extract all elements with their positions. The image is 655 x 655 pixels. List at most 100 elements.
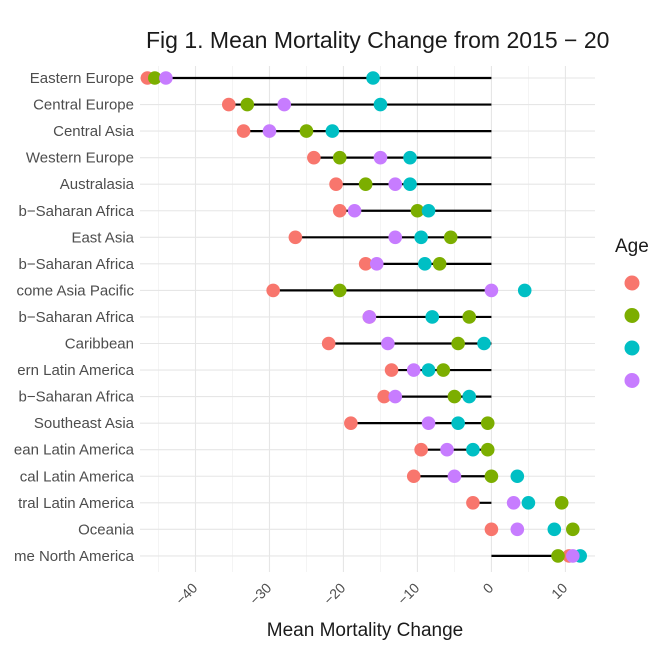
data-point <box>414 442 428 457</box>
y-tick-label: Oceania <box>78 521 135 538</box>
data-point <box>147 71 162 85</box>
data-point <box>480 442 495 457</box>
data-point <box>240 97 255 112</box>
y-tick-label: Caribbean <box>65 336 134 353</box>
data-point <box>236 124 251 138</box>
data-point <box>159 71 173 85</box>
x-axis-title: Mean Mortality Change <box>267 620 463 641</box>
data-point <box>410 203 425 218</box>
x-tick-label: 10 <box>548 579 570 601</box>
data-point <box>366 71 380 85</box>
y-axis-labels: Eastern Europe Central Europe Central Asia… <box>14 70 135 565</box>
data-point <box>403 177 417 191</box>
data-point <box>432 257 447 271</box>
y-tick-label: b−Saharan Africa <box>19 203 135 220</box>
y-tick-label: cal Latin America <box>20 468 135 485</box>
data-point <box>288 230 303 245</box>
data-point <box>266 283 280 298</box>
data-point <box>451 336 465 351</box>
legend-key <box>624 340 640 356</box>
data-point <box>421 203 436 218</box>
data-point <box>369 257 384 271</box>
data-point <box>329 177 343 191</box>
data-point <box>418 257 432 271</box>
data-point <box>551 549 565 563</box>
y-tick-label: Eastern Europe <box>30 70 134 87</box>
data-point <box>221 97 236 112</box>
data-point <box>388 389 403 404</box>
data-point <box>362 310 377 324</box>
data-point <box>547 522 562 537</box>
data-point <box>436 363 451 377</box>
data-point <box>381 336 395 351</box>
legend-key <box>624 373 640 388</box>
data-point <box>510 522 525 537</box>
data-point <box>506 496 521 510</box>
y-tick-label: Southeast Asia <box>34 415 135 432</box>
y-tick-label: Central Europe <box>33 97 134 114</box>
legend-key <box>624 275 640 291</box>
y-tick-label: tral Latin America <box>18 495 135 512</box>
data-point <box>325 124 340 138</box>
data-point <box>406 469 421 484</box>
y-tick-label: Australasia <box>60 176 135 193</box>
data-point <box>299 124 314 138</box>
data-point <box>414 230 428 245</box>
x-tick-label: −30 <box>246 579 274 607</box>
data-point <box>484 469 499 484</box>
data-point <box>462 389 477 404</box>
data-point <box>447 469 462 484</box>
data-point <box>277 97 292 112</box>
data-point <box>521 496 536 510</box>
data-point <box>421 416 436 430</box>
data-point <box>307 150 321 165</box>
data-point <box>358 177 373 191</box>
data-point <box>373 150 388 165</box>
data-point <box>554 496 569 510</box>
data-point <box>332 203 347 218</box>
data-point <box>406 363 421 377</box>
data-point <box>321 336 336 351</box>
chart-title: Fig 1. Mean Mortality Change from 2015 −… <box>146 27 609 53</box>
data-point <box>388 230 403 245</box>
data-point <box>373 97 388 112</box>
legend: Age <box>615 236 649 388</box>
x-tick-label: −10 <box>394 579 422 607</box>
y-tick-label: b−Saharan Africa <box>19 389 135 406</box>
data-point <box>332 150 347 165</box>
x-tick-label: 0 <box>480 579 497 596</box>
data-point <box>344 416 358 430</box>
data-point <box>466 496 480 510</box>
data-point <box>443 230 458 245</box>
y-tick-label: East Asia <box>71 229 134 246</box>
data-point <box>480 416 495 430</box>
y-tick-label: come Asia Pacific <box>16 282 134 299</box>
y-tick-label: me North America <box>14 548 135 565</box>
data-point <box>388 177 403 191</box>
data-point <box>262 124 277 138</box>
y-tick-label: ern Latin America <box>17 362 134 379</box>
y-tick-label: Western Europe <box>26 150 134 167</box>
data-point <box>517 283 532 298</box>
legend-key <box>624 308 640 323</box>
data-point <box>377 389 391 404</box>
data-point <box>451 416 465 430</box>
data-point <box>466 442 480 457</box>
data-point <box>384 363 399 377</box>
x-axis-ticks: −40 −30 −20 −10 0 10 <box>172 579 570 607</box>
legend-title: Age <box>615 236 649 257</box>
x-tick-label: −20 <box>320 579 348 607</box>
data-point <box>425 310 440 324</box>
data-point <box>421 363 436 377</box>
legend-keys <box>624 275 640 388</box>
data-points <box>140 71 588 563</box>
data-point <box>477 336 491 351</box>
data-point <box>347 203 362 218</box>
y-tick-label: b−Saharan Africa <box>19 256 135 273</box>
y-tick-label: b−Saharan Africa <box>19 309 135 326</box>
data-point <box>484 522 499 537</box>
data-point <box>566 549 580 563</box>
data-point <box>440 442 454 457</box>
data-point <box>462 310 477 324</box>
